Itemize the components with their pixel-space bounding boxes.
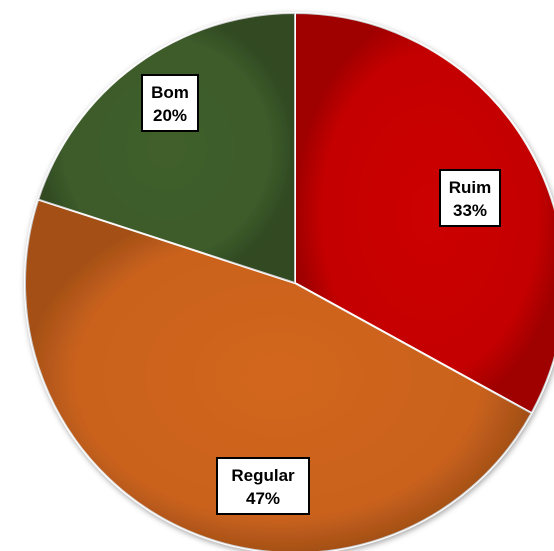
pie-slice-shade-bom <box>38 13 296 283</box>
pie-labels: Ruim 33% Regular 47% Bom 20% <box>141 74 501 515</box>
data-label-regular: Regular 47% <box>216 457 310 515</box>
pie-slice-shade-ruim <box>295 13 554 414</box>
data-label-category: Regular <box>231 466 295 485</box>
data-label-percent: 33% <box>453 201 487 220</box>
data-label-ruim: Ruim 33% <box>439 169 501 227</box>
data-label-bom: Bom 20% <box>141 74 199 132</box>
data-label-box <box>141 74 199 132</box>
pie-slices <box>24 12 554 551</box>
data-label-category: Ruim <box>449 178 492 197</box>
data-label-box <box>216 457 310 515</box>
data-label-percent: 47% <box>246 489 280 508</box>
pie-slice-shade-regular <box>25 199 532 551</box>
data-label-percent: 20% <box>153 106 187 125</box>
data-label-category: Bom <box>151 83 189 102</box>
data-label-box <box>439 169 501 227</box>
